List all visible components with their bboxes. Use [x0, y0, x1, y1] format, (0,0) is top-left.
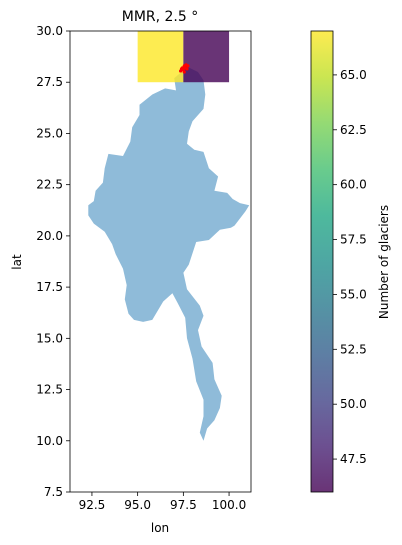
- colorbar-ticks: 47.5 50.0 52.5 55.0 57.5 60.0 62.5 65.0: [333, 68, 367, 466]
- glacier-point-4: [186, 64, 189, 67]
- heatmap-cells: [138, 31, 229, 82]
- chart-title: MMR, 2.5 °: [122, 9, 199, 25]
- y-tick-label: 30.0: [36, 24, 63, 38]
- y-tick-label: 20.0: [36, 229, 63, 243]
- x-tick-label: 100.0: [212, 498, 246, 512]
- country-outline: [88, 66, 249, 441]
- y-axis-label: lat: [10, 254, 24, 270]
- x-tick-label: 92.5: [79, 498, 106, 512]
- heatmap-cell-1: [183, 31, 229, 82]
- x-tick-label: 97.5: [170, 498, 197, 512]
- glacier-point-9: [183, 70, 186, 73]
- colorbar-tick-label: 57.5: [340, 233, 367, 247]
- y-tick-label: 25.0: [36, 126, 63, 140]
- colorbar-tick-label: 52.5: [340, 342, 367, 356]
- colorbar-tick-label: 47.5: [340, 452, 367, 466]
- colorbar-tick-label: 55.0: [340, 287, 367, 301]
- colorbar-tick-label: 65.0: [340, 68, 367, 82]
- y-tick-label: 7.5: [44, 485, 63, 499]
- x-axis: 92.5 95.0 97.5 100.0: [79, 492, 247, 512]
- heatmap-cell-0: [138, 31, 184, 82]
- y-tick-label: 27.5: [36, 75, 63, 89]
- glacier-point-7: [185, 67, 188, 70]
- y-tick-label: 15.0: [36, 331, 63, 345]
- x-tick-label: 95.0: [124, 498, 151, 512]
- y-axis: 7.5 10.0 12.5 15.0 17.5 20.0 22.5 25.0 27.5 30.0: [36, 24, 70, 499]
- colorbar: 47.5 50.0 52.5 55.0 57.5 60.0 62.5 65.0 Number …: [311, 31, 391, 492]
- colorbar-tick-label: 60.0: [340, 178, 367, 192]
- y-tick-label: 17.5: [36, 280, 63, 294]
- colorbar-tick-label: 50.0: [340, 397, 367, 411]
- colorbar-gradient: [311, 31, 333, 492]
- x-axis-label: lon: [151, 521, 169, 535]
- y-tick-label: 22.5: [36, 178, 63, 192]
- colorbar-label: Number of glaciers: [377, 205, 391, 319]
- country-shape: [88, 66, 249, 441]
- plot-area: [88, 31, 249, 441]
- colorbar-tick-label: 62.5: [340, 123, 367, 137]
- y-tick-label: 10.0: [36, 434, 63, 448]
- glacier-point-8: [180, 67, 183, 70]
- y-tick-label: 12.5: [36, 383, 63, 397]
